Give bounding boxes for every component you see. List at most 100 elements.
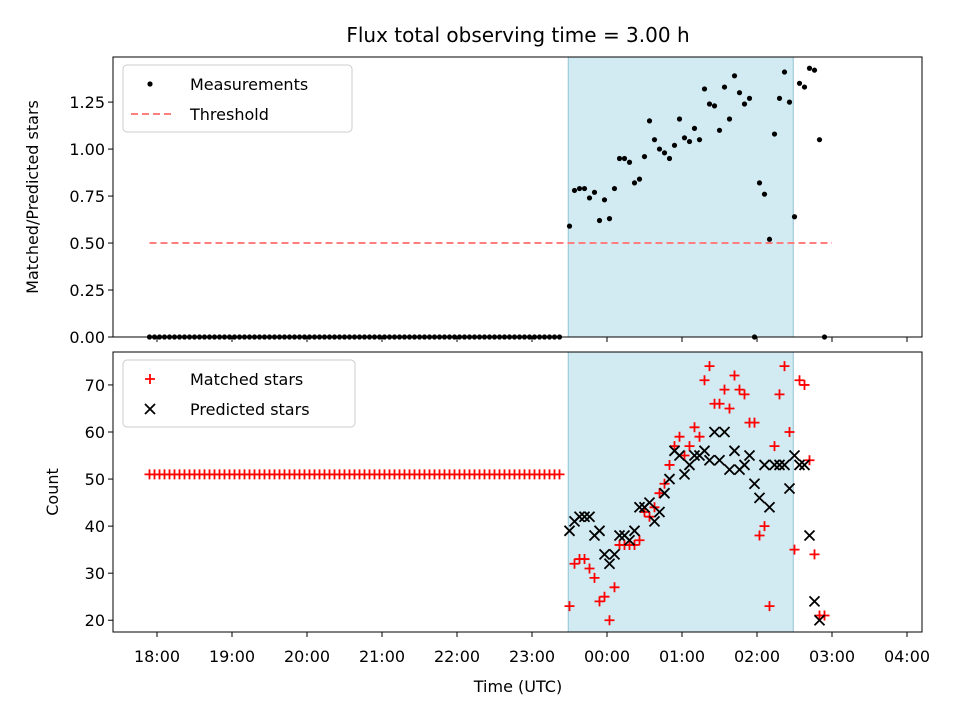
data-point bbox=[631, 180, 638, 186]
data-point bbox=[661, 150, 668, 156]
data-point bbox=[773, 459, 786, 471]
series-predicted-stars bbox=[563, 426, 826, 626]
data-point bbox=[581, 185, 588, 192]
data-point bbox=[594, 596, 605, 607]
observing-window-span bbox=[567, 56, 794, 338]
data-point bbox=[571, 187, 578, 194]
observing-window-span bbox=[567, 351, 794, 633]
y-axis-label: Matched/Predicted stars bbox=[23, 100, 42, 294]
data-point bbox=[611, 185, 618, 192]
y-tick-label: 0.00 bbox=[69, 328, 105, 347]
data-point bbox=[676, 116, 683, 122]
data-point bbox=[593, 525, 606, 537]
x-tick-label: 04:00 bbox=[884, 647, 930, 666]
y-tick-label: 1.00 bbox=[69, 140, 105, 159]
data-point bbox=[813, 614, 826, 626]
series-matched-stars bbox=[144, 361, 830, 626]
x-tick-label: 21:00 bbox=[359, 647, 405, 666]
data-point bbox=[688, 449, 701, 462]
data-point bbox=[711, 103, 718, 109]
data-point bbox=[728, 445, 741, 457]
legend-entry-label: Threshold bbox=[189, 105, 269, 124]
data-point bbox=[623, 534, 636, 546]
data-point bbox=[703, 454, 716, 466]
data-point bbox=[616, 155, 623, 162]
data-point bbox=[741, 101, 748, 107]
data-point bbox=[691, 125, 698, 132]
legend: Measurements Threshold bbox=[122, 64, 353, 133]
data-point bbox=[678, 468, 691, 480]
data-point bbox=[769, 441, 780, 452]
y-tick-label: 50 bbox=[85, 470, 105, 489]
data-point bbox=[704, 361, 715, 372]
data-point bbox=[584, 563, 595, 574]
y-axis-label: Count bbox=[43, 468, 62, 516]
data-point bbox=[736, 90, 743, 96]
data-point bbox=[781, 69, 788, 75]
data-point bbox=[771, 131, 778, 137]
y-tick-label: 30 bbox=[85, 564, 105, 583]
data-point bbox=[679, 450, 690, 461]
data-point bbox=[686, 138, 693, 145]
data-point bbox=[706, 101, 713, 107]
data-point bbox=[746, 95, 753, 101]
data-point bbox=[749, 417, 760, 428]
y-tick-label: 60 bbox=[85, 423, 105, 442]
data-point bbox=[719, 384, 730, 395]
data-point bbox=[669, 441, 680, 452]
data-point bbox=[793, 459, 806, 471]
data-point bbox=[768, 459, 781, 471]
x-tick-label: 22:00 bbox=[434, 647, 480, 666]
data-point bbox=[636, 176, 643, 182]
data-point bbox=[761, 191, 768, 197]
data-point bbox=[658, 487, 671, 499]
data-point bbox=[604, 615, 615, 626]
data-point bbox=[651, 137, 658, 143]
data-point bbox=[758, 459, 771, 471]
data-point bbox=[666, 155, 673, 162]
legend-key-marker bbox=[147, 81, 153, 87]
data-point bbox=[598, 548, 611, 560]
data-point bbox=[684, 441, 695, 452]
y-tick-label: 0.25 bbox=[69, 281, 105, 300]
y-tick-label: 0.50 bbox=[69, 234, 105, 253]
data-point bbox=[708, 426, 721, 438]
data-point bbox=[811, 67, 818, 73]
data-point bbox=[609, 582, 620, 593]
data-point bbox=[564, 601, 575, 612]
data-point bbox=[716, 127, 723, 133]
data-point bbox=[583, 511, 596, 523]
data-point bbox=[566, 223, 573, 229]
y-tick-label: 20 bbox=[85, 611, 105, 630]
data-point bbox=[743, 449, 756, 462]
data-point bbox=[591, 189, 598, 195]
data-point bbox=[646, 118, 653, 124]
x-tick-label: 01:00 bbox=[659, 647, 705, 666]
data-point bbox=[816, 137, 823, 143]
data-point bbox=[626, 159, 633, 165]
data-point bbox=[608, 548, 621, 560]
axes-frame bbox=[112, 351, 923, 633]
data-point bbox=[798, 459, 811, 471]
data-point bbox=[664, 459, 675, 470]
data-point bbox=[586, 195, 593, 201]
data-point bbox=[603, 558, 616, 570]
data-point bbox=[788, 449, 801, 462]
data-point bbox=[671, 142, 678, 148]
data-point bbox=[794, 375, 805, 386]
data-point bbox=[689, 422, 700, 433]
axes-frame bbox=[112, 56, 923, 338]
x-tick-label: 02:00 bbox=[734, 647, 780, 666]
data-point bbox=[776, 95, 783, 101]
data-point bbox=[714, 398, 725, 409]
legend-key-marker bbox=[144, 403, 156, 415]
chart-title: Flux total observing time = 3.00 h bbox=[346, 23, 689, 47]
data-point bbox=[578, 511, 591, 523]
data-point bbox=[763, 501, 776, 513]
legend-box bbox=[122, 64, 353, 133]
data-point bbox=[759, 521, 770, 532]
legend-entry-label: Measurements bbox=[190, 75, 308, 94]
data-point bbox=[766, 236, 773, 242]
data-point bbox=[701, 86, 708, 92]
data-point bbox=[674, 431, 685, 442]
